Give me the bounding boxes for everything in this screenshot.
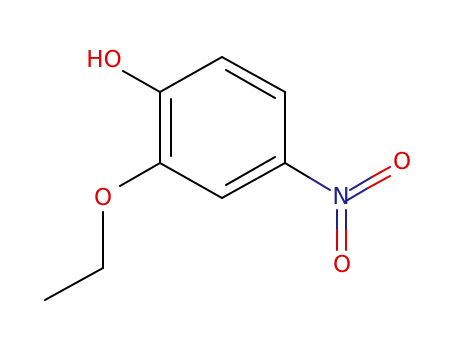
atom-label: O — [333, 252, 351, 278]
atom-label: O — [393, 149, 411, 175]
atom-label: O — [94, 185, 112, 211]
atom-label: N — [332, 184, 349, 210]
atom-label: HO — [86, 47, 121, 73]
bonds — [44, 56, 391, 301]
